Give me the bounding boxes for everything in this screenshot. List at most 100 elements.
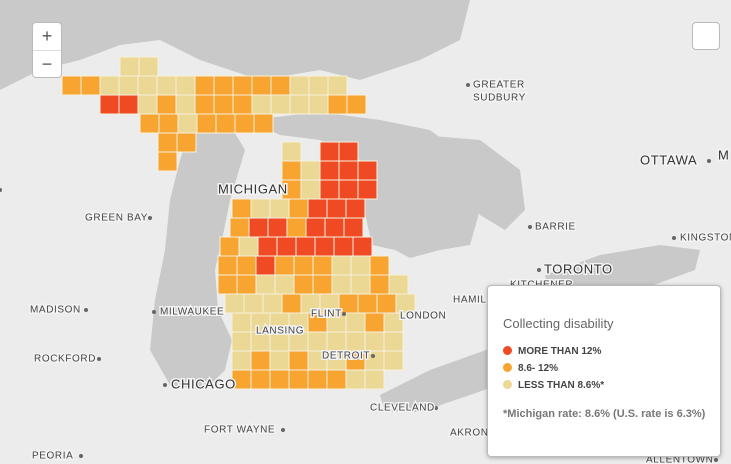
- zoom-out-button[interactable]: −: [41, 54, 53, 74]
- county: [270, 94, 291, 115]
- county: [262, 293, 283, 314]
- place-dot: [163, 383, 167, 387]
- county: [215, 113, 236, 134]
- county: [319, 179, 340, 200]
- county: [176, 132, 197, 153]
- county: [251, 75, 272, 96]
- place-label: M: [718, 147, 729, 162]
- county: [99, 75, 120, 96]
- county: [236, 274, 257, 295]
- county: [300, 160, 321, 181]
- county: [343, 217, 364, 238]
- legend-title: Collecting disability: [503, 316, 614, 331]
- place-dot: [434, 406, 438, 410]
- county: [257, 236, 278, 257]
- legend-item: LESS THAN 8.6%*: [503, 380, 604, 391]
- county: [232, 75, 253, 96]
- county: [270, 75, 291, 96]
- zoom-in-button[interactable]: +: [33, 23, 61, 51]
- place-dot: [371, 354, 375, 358]
- county: [274, 255, 295, 276]
- county: [157, 132, 178, 153]
- county: [231, 331, 252, 352]
- county: [295, 236, 316, 257]
- county: [357, 179, 378, 200]
- place-label: KINGSTON: [680, 233, 731, 244]
- county: [314, 236, 335, 257]
- county: [231, 198, 252, 219]
- county: [118, 94, 139, 115]
- county: [269, 198, 290, 219]
- place-dot: [714, 458, 718, 462]
- county: [224, 293, 245, 314]
- county: [288, 369, 309, 390]
- fullscreen-button[interactable]: [692, 22, 720, 50]
- county: [331, 255, 352, 276]
- county: [194, 94, 215, 115]
- county: [177, 113, 198, 134]
- county: [369, 255, 390, 276]
- county: [99, 94, 120, 115]
- county: [196, 113, 217, 134]
- county: [312, 255, 333, 276]
- place-dot: [342, 312, 346, 316]
- county: [61, 75, 82, 96]
- county: [156, 75, 177, 96]
- county: [231, 350, 252, 371]
- place-label: MILWAUKEE: [160, 307, 224, 318]
- place-label: ROCKFORD: [34, 354, 96, 365]
- place-label: GREEN BAY: [85, 213, 148, 224]
- county: [231, 312, 252, 333]
- county: [213, 75, 234, 96]
- county: [255, 255, 276, 276]
- county: [388, 274, 409, 295]
- county: [289, 94, 310, 115]
- place-dot: [0, 188, 2, 192]
- county: [267, 217, 288, 238]
- place-label: FORT WAYNE: [204, 425, 275, 436]
- county: [213, 94, 234, 115]
- county: [194, 75, 215, 96]
- county: [251, 94, 272, 115]
- county: [312, 274, 333, 295]
- place-dot: [466, 83, 470, 87]
- county: [137, 94, 158, 115]
- county: [229, 217, 250, 238]
- county: [331, 274, 352, 295]
- place-dot: [528, 225, 532, 229]
- county: [307, 331, 328, 352]
- place-dot: [79, 454, 83, 458]
- county: [137, 75, 158, 96]
- county: [234, 113, 255, 134]
- county: [383, 350, 404, 371]
- county: [324, 217, 345, 238]
- county: [350, 255, 371, 276]
- county: [281, 160, 302, 181]
- county: [307, 369, 328, 390]
- county: [369, 274, 390, 295]
- place-dot: [435, 314, 439, 318]
- county: [327, 75, 348, 96]
- place-dot: [537, 268, 541, 272]
- county: [305, 217, 326, 238]
- county: [289, 75, 310, 96]
- county: [274, 274, 295, 295]
- place-dot: [281, 428, 285, 432]
- place-dot: [84, 308, 88, 312]
- county: [293, 274, 314, 295]
- place-dot: [148, 216, 152, 220]
- county: [345, 369, 366, 390]
- county: [364, 312, 385, 333]
- county: [118, 75, 139, 96]
- county: [357, 293, 378, 314]
- county: [319, 141, 340, 162]
- legend-label: 8.6- 12%: [518, 363, 559, 374]
- county: [357, 160, 378, 181]
- county: [338, 141, 359, 162]
- place-dot: [97, 357, 101, 361]
- place-dot: [672, 236, 676, 240]
- place-label: OTTAWA: [640, 152, 697, 167]
- county: [250, 369, 271, 390]
- county: [333, 236, 354, 257]
